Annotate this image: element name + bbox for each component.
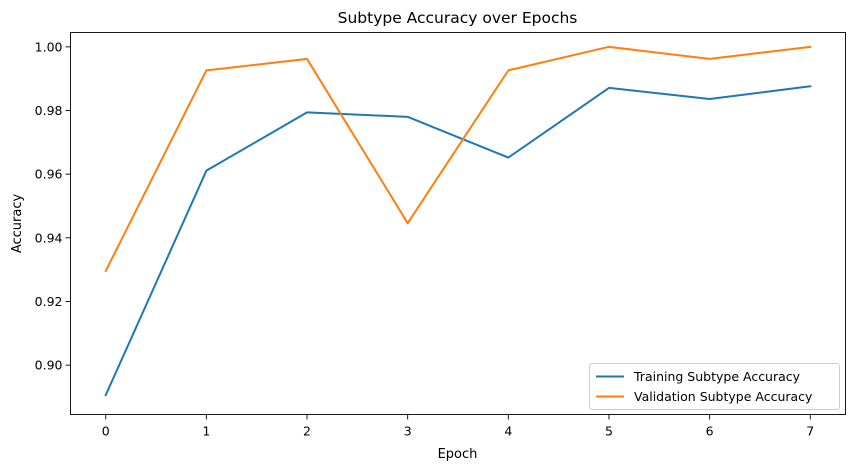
y-ticks: 0.90 0.92 0.94 0.96 0.98 1.00: [35, 39, 71, 373]
y-tick-label: 1.00: [35, 39, 63, 54]
x-tick-label: 6: [706, 424, 714, 439]
y-tick-label: 0.96: [35, 167, 63, 182]
plot-frame: [70, 32, 846, 415]
chart-title: Subtype Accuracy over Epochs: [338, 9, 578, 27]
legend: Training Subtype Accuracy Validation Sub…: [589, 363, 840, 410]
x-tick-label: 4: [504, 424, 512, 439]
legend-label-validation: Validation Subtype Accuracy: [634, 389, 813, 404]
plot-lines: [104, 45, 812, 397]
x-tick-label: 5: [605, 424, 613, 439]
x-tick-label: 3: [404, 424, 412, 439]
legend-box: [589, 363, 840, 410]
x-tick-label: 2: [303, 424, 311, 439]
y-axis-label: Accuracy: [10, 194, 25, 254]
y-tick-label: 0.94: [35, 230, 63, 245]
x-axis-label: Epoch: [438, 447, 478, 462]
x-tick-label: 1: [202, 424, 210, 439]
series-line-validation: [104, 45, 812, 273]
x-ticks: 0 1 2 3 4 5 6 7: [102, 414, 814, 439]
series-line-training: [104, 85, 812, 397]
legend-label-training: Training Subtype Accuracy: [633, 369, 801, 384]
y-tick-label: 0.90: [35, 358, 63, 373]
x-tick-label: 7: [806, 424, 814, 439]
y-tick-label: 0.92: [35, 294, 63, 309]
y-tick-label: 0.98: [35, 103, 63, 118]
x-tick-label: 0: [102, 424, 110, 439]
